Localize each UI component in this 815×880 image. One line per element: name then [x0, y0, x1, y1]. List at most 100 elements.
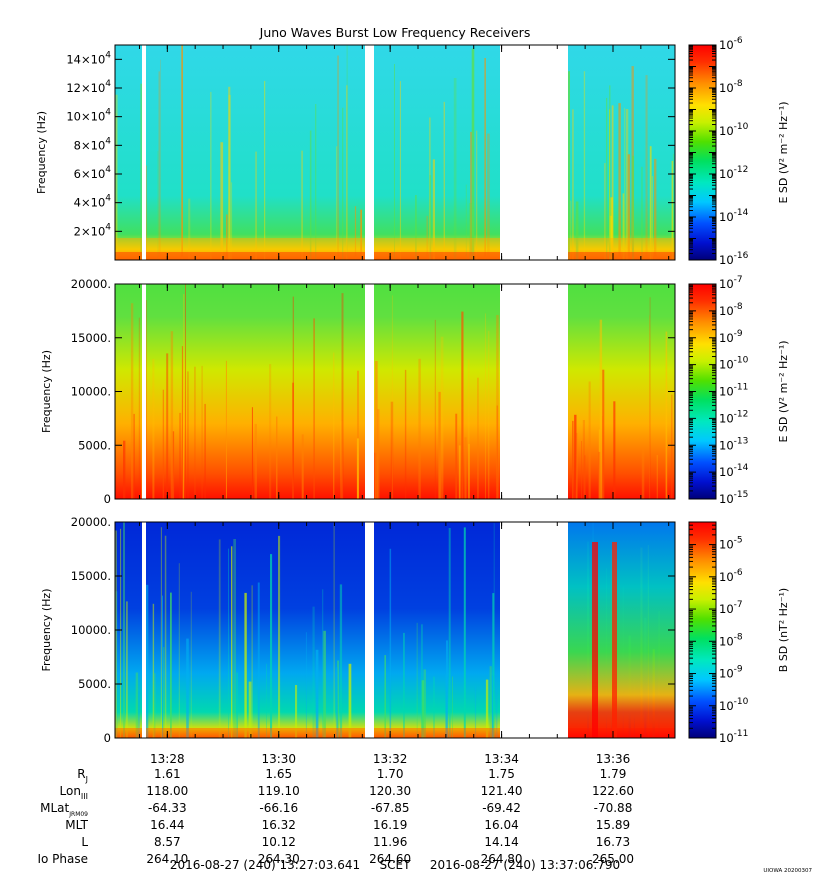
spectrogram-image	[115, 45, 675, 260]
x-tick-label: 13:28	[150, 752, 185, 766]
y-tick-label: 5000.	[78, 677, 111, 691]
ephemeris-value: 1.65	[265, 767, 292, 781]
ephemeris-value: 1.61	[154, 767, 181, 781]
ephemeris-value: -70.88	[594, 801, 633, 815]
ephemeris-value: 14.14	[484, 835, 518, 849]
y-axis-label: Frequency (Hz)	[40, 350, 53, 433]
panel-2: 0 5000. 10000. 15000. 20000. Frequency (Hz) 10…	[40, 275, 790, 506]
colorbar-tick-label: 10-13	[719, 436, 748, 452]
uiowa-stamp: UIOWA 20200307	[763, 868, 812, 874]
ephemeris-value: 15.89	[596, 818, 630, 832]
colorbar-tick-label: 10-15	[719, 490, 748, 506]
colorbar-tick-label: 10-7	[719, 600, 743, 616]
colorbar-tick-label: 10-9	[719, 665, 743, 681]
ephemeris-value: -67.85	[371, 801, 410, 815]
ephemeris-value: -66.16	[259, 801, 298, 815]
colorbar-label: E SD (V² m⁻² Hz⁻¹)	[777, 101, 790, 203]
ephemeris-value: 264.60	[369, 852, 411, 866]
colorbar-tick-label: 10-14	[719, 463, 749, 479]
ephemeris-row-label: RJ	[77, 767, 88, 784]
y-tick-label: 0	[104, 492, 111, 506]
y-tick-label: 6×104	[74, 165, 112, 181]
y-tick-label: 10000.	[71, 385, 111, 399]
scet-label: SCET	[380, 858, 412, 872]
colorbar-tick-label: 10-14	[719, 208, 749, 224]
ephemeris-value: 264.80	[481, 852, 523, 866]
y-axis-label: Frequency (Hz)	[35, 111, 48, 194]
colorbar-tick-label: 10-12	[719, 165, 748, 181]
y-tick-label: 5000.	[78, 438, 111, 452]
ephemeris-value: 1.79	[600, 767, 627, 781]
ephemeris-value: -69.42	[482, 801, 521, 815]
panel-3: 0 5000. 10000. 15000. 20000. Frequency (Hz) 10…	[40, 515, 790, 745]
ephemeris-row-label: MLT	[65, 818, 88, 832]
colorbar-tick-label: 10-8	[719, 302, 743, 318]
colorbar-tick-label: 10-6	[719, 36, 743, 52]
x-tick-label: 13:36	[596, 752, 631, 766]
colorbar-tick-label: 10-5	[719, 536, 743, 552]
x-tick-label: 13:30	[261, 752, 296, 766]
colorbar-tick-label: 10-12	[719, 409, 748, 425]
end-time: 2016-08-27 (240) 13:37:06.790	[430, 858, 620, 872]
y-tick-label: 0	[104, 731, 111, 745]
x-tick-label: 13:34	[484, 752, 519, 766]
y-tick-label: 8×104	[74, 136, 112, 152]
ephemeris-value: 264.30	[258, 852, 300, 866]
plot-frame	[114, 44, 676, 261]
spectrogram-image	[115, 522, 675, 738]
y-tick-label: 4×104	[74, 194, 112, 210]
ephemeris-value: 1.75	[488, 767, 515, 781]
ephemeris-value: 119.10	[258, 784, 300, 798]
x-tick-label: 13:32	[373, 752, 408, 766]
colorbar-label: B SD (nT² Hz⁻¹)	[777, 588, 790, 672]
y-tick-label: 10×104	[66, 108, 111, 124]
ephemeris-row-label: MLatJRM09	[40, 801, 88, 818]
ephemeris-row-label: L	[81, 835, 88, 849]
ephemeris-value: 120.30	[369, 784, 411, 798]
ephemeris-value: 16.44	[150, 818, 184, 832]
panel-1: 2×104 4×104 6×104 8×104 10×104 12×104 14×104 Fr…	[35, 36, 790, 267]
ephemeris-value: 265.00	[592, 852, 634, 866]
ephemeris-value: 264.10	[146, 852, 188, 866]
y-tick-label: 20000.	[71, 515, 111, 529]
ephemeris-value: -64.33	[148, 801, 187, 815]
colorbar-label: E SD (V² m⁻² Hz⁻¹)	[777, 340, 790, 442]
y-tick-label: 2×104	[74, 222, 112, 238]
y-axis-label: Frequency (Hz)	[40, 589, 53, 672]
colorbar-tick-label: 10-6	[719, 568, 743, 584]
colorbar-tick-label: 10-7	[719, 275, 743, 291]
ephemeris-value: 1.70	[377, 767, 404, 781]
ephemeris-value: 10.12	[262, 835, 296, 849]
ephemeris-value: 122.60	[592, 784, 634, 798]
y-tick-label: 20000.	[71, 277, 111, 291]
colorbar-tick-label: 10-10	[719, 356, 749, 372]
colorbar-tick-label: 10-11	[719, 383, 748, 399]
ephemeris-value: 16.04	[484, 818, 518, 832]
start-time: 2016-08-27 (240) 13:27:03.641	[170, 858, 360, 872]
ephemeris-row-label: Io Phase	[37, 852, 88, 866]
colorbar-tick-label: 10-16	[719, 251, 749, 267]
y-tick-label: 15000.	[71, 331, 111, 345]
y-tick-label: 15000.	[71, 569, 111, 583]
colorbar-tick-label: 10-11	[719, 729, 748, 745]
y-tick-label: 10000.	[71, 623, 111, 637]
ephemeris-value: 11.96	[373, 835, 407, 849]
spectrogram-image	[115, 284, 675, 499]
ephemeris-value: 118.00	[146, 784, 188, 798]
ephemeris-value: 16.73	[596, 835, 630, 849]
colorbar-tick-label: 10-9	[719, 329, 743, 345]
colorbar-tick-label: 10-10	[719, 697, 749, 713]
ephemeris-row-label: LonIII	[60, 784, 89, 801]
y-tick-label: 12×104	[66, 79, 111, 95]
colorbar-tick-label: 10-10	[719, 122, 749, 138]
colorbar-tick-label: 10-8	[719, 79, 743, 95]
colorbar-tick-label: 10-8	[719, 632, 743, 648]
ephemeris-value: 121.40	[481, 784, 523, 798]
ephemeris-value: 8.57	[154, 835, 181, 849]
chart-title: Juno Waves Burst Low Frequency Receivers	[259, 25, 531, 40]
ephemeris-value: 16.32	[262, 818, 296, 832]
ephemeris-value: 16.19	[373, 818, 407, 832]
colorbar	[688, 521, 717, 739]
y-tick-label: 14×104	[66, 50, 111, 66]
